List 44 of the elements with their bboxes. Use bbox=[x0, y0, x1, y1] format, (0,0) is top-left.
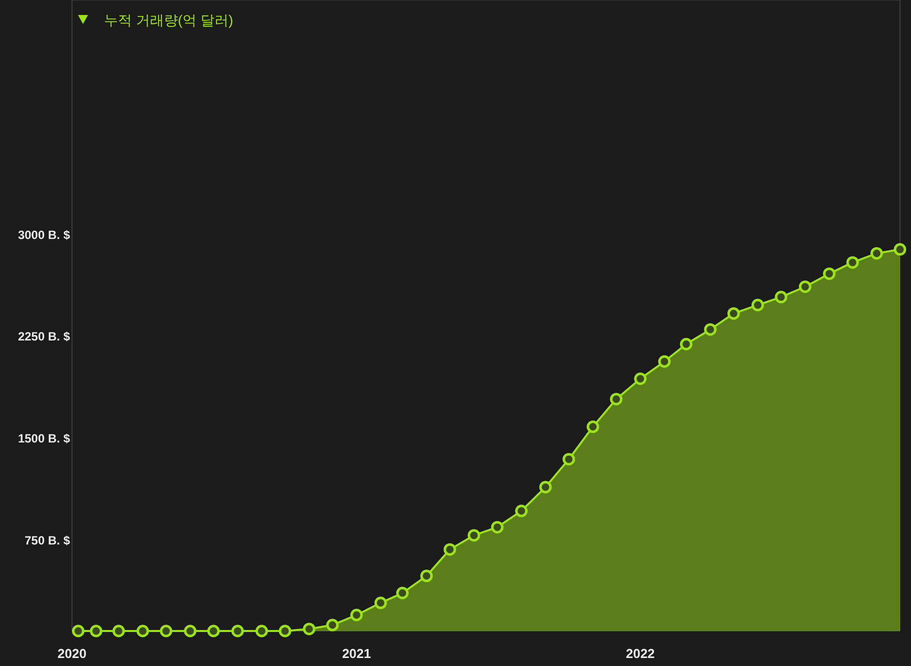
point bbox=[774, 290, 788, 304]
point bbox=[751, 298, 764, 312]
x-tick-label: 2021 bbox=[342, 646, 372, 661]
point bbox=[231, 624, 244, 638]
point bbox=[112, 624, 125, 638]
point bbox=[539, 480, 552, 494]
y-tick-label: 2250 B. $ bbox=[18, 330, 70, 344]
point bbox=[515, 504, 528, 518]
point bbox=[680, 338, 692, 350]
point bbox=[727, 307, 740, 320]
point bbox=[444, 543, 456, 556]
y-tick-label: 3000 B. $ bbox=[18, 228, 70, 242]
point bbox=[350, 608, 363, 622]
point bbox=[396, 586, 409, 600]
point bbox=[846, 256, 859, 269]
point bbox=[278, 624, 292, 638]
point bbox=[658, 355, 671, 368]
point bbox=[704, 323, 717, 336]
point bbox=[72, 624, 84, 638]
point bbox=[255, 624, 268, 638]
point bbox=[894, 243, 906, 256]
y-tick-label: 750 B. $ bbox=[24, 533, 70, 548]
point bbox=[90, 624, 102, 638]
point bbox=[634, 372, 647, 385]
point bbox=[562, 452, 576, 466]
point bbox=[136, 624, 149, 638]
point bbox=[468, 529, 480, 542]
point bbox=[326, 618, 339, 632]
point bbox=[870, 247, 883, 260]
point bbox=[160, 624, 172, 638]
point bbox=[302, 622, 316, 636]
point bbox=[374, 596, 387, 610]
point bbox=[184, 624, 196, 638]
x-tick-label: 2022 bbox=[626, 646, 655, 661]
point bbox=[823, 267, 836, 280]
y-tick-label: 1500 B. $ bbox=[18, 432, 70, 446]
point bbox=[207, 624, 220, 638]
point bbox=[491, 520, 504, 534]
point bbox=[610, 392, 622, 406]
x-tick-label: 2020 bbox=[58, 646, 86, 661]
point bbox=[798, 280, 812, 293]
point bbox=[420, 570, 433, 582]
legend-label: 누적 거래량(억 달러) bbox=[104, 12, 234, 28]
point bbox=[586, 420, 600, 434]
